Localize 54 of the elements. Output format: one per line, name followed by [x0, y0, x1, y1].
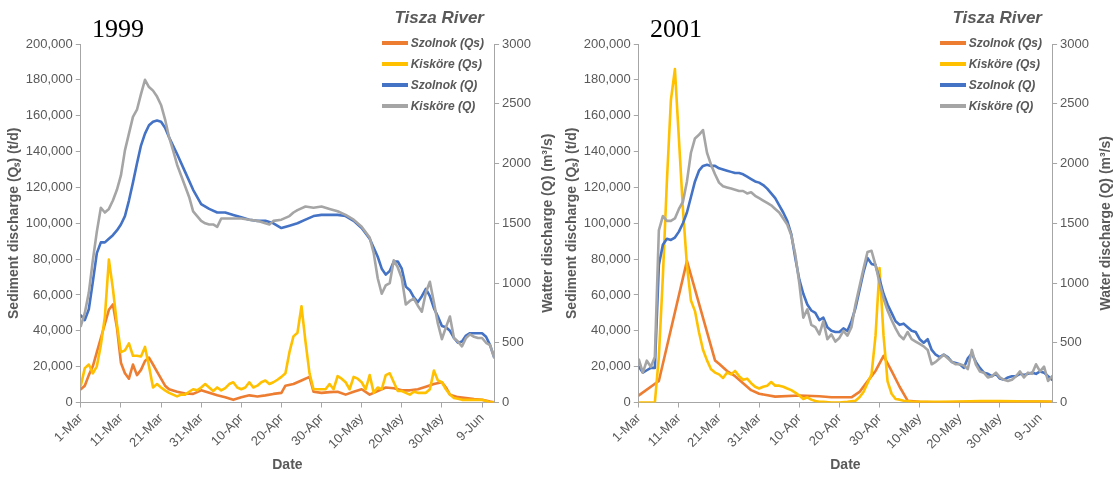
y-tick-label: 120,000 [583, 178, 631, 194]
y-tick-label: 20,000 [591, 358, 631, 374]
y2-axis-title: Watter discharge (Q) (m³/s) [538, 133, 555, 313]
y-tick-label: 140,000 [25, 143, 73, 159]
y2-tick-label: 3000 [502, 35, 531, 51]
y-tick-label: 0 [65, 394, 73, 410]
y2-tick-label: 1500 [502, 214, 531, 230]
y-tick-label: 140,000 [583, 143, 631, 159]
y-tick-label: 80,000 [591, 250, 631, 266]
x-axis-title: Date [272, 456, 303, 473]
legend-label: Kisköre (Qs) [410, 56, 483, 71]
y-tick-label: 120,000 [25, 178, 73, 194]
legend-title: Tisza River [394, 8, 484, 28]
legend-title: Tisza River [952, 8, 1042, 28]
legend-label: Szolnok (Q) [968, 77, 1036, 92]
y-tick-label: 200,000 [583, 35, 631, 51]
legend-label: Szolnok (Q) [410, 77, 478, 92]
y-tick-label: 0 [623, 394, 631, 410]
legend-label: Kisköre (Q) [410, 98, 476, 113]
chart-title: 1999 [92, 14, 144, 44]
legend-label: Kisköre (Qs) [968, 56, 1041, 71]
y2-tick-label: 2000 [1060, 155, 1089, 171]
y2-tick-label: 3000 [1060, 35, 1089, 51]
y-tick-label: 180,000 [25, 71, 73, 87]
y-tick-label: 100,000 [583, 214, 631, 230]
y-tick-label: 80,000 [33, 250, 73, 266]
x-axis-title: Date [830, 456, 861, 473]
y2-tick-label: 1500 [1060, 214, 1089, 230]
y-tick-label: 180,000 [583, 71, 631, 87]
y2-tick-label: 2000 [502, 155, 531, 171]
y-tick-label: 200,000 [25, 35, 73, 51]
y2-tick-label: 500 [1060, 334, 1082, 350]
y2-axis-title: Water discharge (Q) (m³/s) [1096, 136, 1113, 311]
y-tick-label: 40,000 [33, 322, 73, 338]
y2-tick-label: 2500 [1060, 95, 1089, 111]
chart-title: 2001 [650, 14, 702, 44]
y-axis-title: Sediment discharge (Qₛ) (t/d) [563, 127, 580, 319]
legend-label: Szolnok (Qs) [968, 35, 1042, 50]
y2-tick-label: 2500 [502, 95, 531, 111]
y2-tick-label: 0 [1060, 394, 1068, 410]
y-tick-label: 160,000 [25, 107, 73, 123]
y2-tick-label: 1000 [1060, 274, 1089, 290]
legend-label: Szolnok (Qs) [410, 35, 484, 50]
y2-tick-label: 1000 [502, 274, 531, 290]
y-tick-label: 60,000 [591, 286, 631, 302]
y-tick-label: 40,000 [591, 322, 631, 338]
y-tick-label: 100,000 [25, 214, 73, 230]
y-tick-label: 60,000 [33, 286, 73, 302]
y-tick-label: 20,000 [33, 358, 73, 374]
y2-tick-label: 0 [502, 394, 510, 410]
y-tick-label: 160,000 [583, 107, 631, 123]
y2-tick-label: 500 [502, 334, 524, 350]
y-axis-title: Sediment discharge (Qₛ) (t/d) [5, 127, 22, 319]
legend-label: Kisköre (Q) [968, 98, 1034, 113]
